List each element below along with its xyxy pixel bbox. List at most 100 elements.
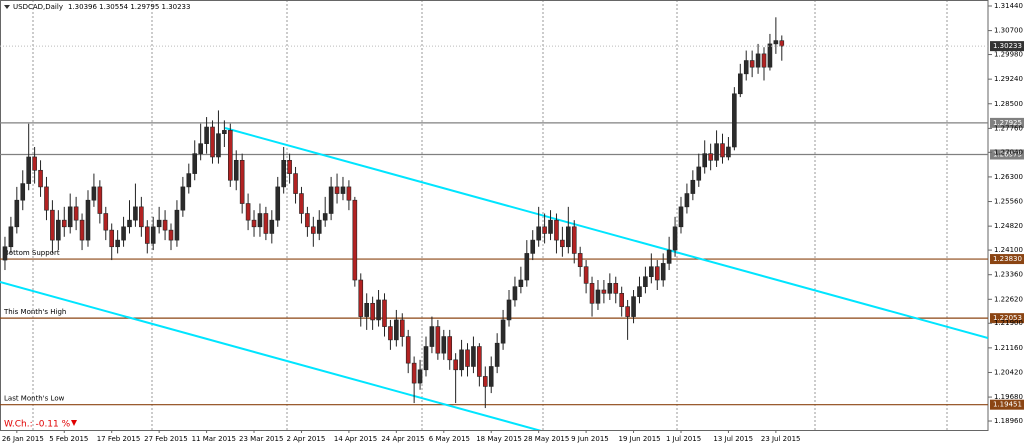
candle-body xyxy=(465,349,470,367)
x-tick-label: 13 Jul 2015 xyxy=(713,435,753,443)
candle-body xyxy=(204,126,209,144)
candle-body xyxy=(720,143,725,158)
candle-body xyxy=(73,206,79,221)
level-price-label: 1.19451 xyxy=(993,401,1022,409)
candle-body xyxy=(251,219,257,228)
candle-body xyxy=(358,279,364,317)
candle-body xyxy=(50,209,55,241)
candle-body xyxy=(133,206,138,221)
candle-body xyxy=(755,53,761,68)
x-tick-label: 1 Jul 2015 xyxy=(666,435,701,443)
candle-body xyxy=(672,226,678,251)
candle-body xyxy=(399,319,405,337)
candle-body xyxy=(577,253,583,268)
candle-body xyxy=(429,326,435,347)
candle-body xyxy=(625,306,630,317)
x-tick-label: 28 May 2015 xyxy=(524,435,570,443)
plot-frame xyxy=(0,0,989,431)
candle-body xyxy=(411,362,417,384)
level-price-box xyxy=(990,399,1024,410)
candle-body xyxy=(388,326,393,341)
candle-body xyxy=(447,336,453,361)
candle-body xyxy=(239,159,245,204)
candle-body xyxy=(121,226,126,241)
candle-body xyxy=(103,213,109,231)
candle-body xyxy=(779,40,785,47)
y-tick-label: 1.24820 xyxy=(994,222,1023,230)
candle-body xyxy=(222,130,227,134)
candle-body xyxy=(352,199,358,281)
x-tick-label: 9 Jun 2015 xyxy=(571,435,609,443)
x-tick-label: 24 Apr 2015 xyxy=(381,435,424,443)
candle-body xyxy=(91,186,97,201)
candle-body xyxy=(2,246,8,261)
channel-lines xyxy=(0,127,988,430)
candle-body xyxy=(613,283,619,294)
candle-body xyxy=(186,173,192,188)
level-price-box xyxy=(990,313,1024,324)
y-tick-label: 1.29980 xyxy=(994,51,1023,59)
y-tick-label: 1.31440 xyxy=(994,2,1023,10)
candle-body xyxy=(767,43,773,68)
x-tick-label: 27 Feb 2015 xyxy=(144,435,188,443)
candle-body xyxy=(654,266,660,281)
level-name: Bottom Support xyxy=(4,249,60,257)
x-tick-label: 5 Feb 2015 xyxy=(49,435,88,443)
candle-body xyxy=(423,346,429,371)
candle-body xyxy=(97,186,103,214)
candle-body xyxy=(477,346,482,377)
candle-body xyxy=(127,219,132,228)
candle-body xyxy=(649,266,654,277)
x-tick-label: 17 Feb 2015 xyxy=(97,435,141,443)
candle-body xyxy=(180,186,186,211)
menu-icon xyxy=(4,5,10,9)
ohlc-label: 1.30396 1.30554 1.29795 1.30233 xyxy=(68,3,190,11)
candle-body xyxy=(684,193,690,208)
candle-body xyxy=(536,226,541,241)
candle-body xyxy=(8,226,14,248)
candle-body xyxy=(210,126,215,158)
candle-body xyxy=(79,219,85,241)
level-name: Last Month's Low xyxy=(4,395,65,403)
candle-body xyxy=(61,219,67,228)
candle-body xyxy=(518,279,524,287)
candle-body xyxy=(714,143,719,161)
candle-body xyxy=(56,219,61,241)
candle-body xyxy=(542,226,547,234)
candle-body xyxy=(198,143,203,154)
y-tick-label: 1.23360 xyxy=(994,271,1023,279)
candle-body xyxy=(382,299,387,327)
x-tick-label: 11 Mar 2015 xyxy=(192,435,236,443)
levels: 1.27925 1.26975 1.23830 Bottom Support 1.220… xyxy=(0,117,1024,410)
candle-body xyxy=(560,239,565,248)
candle-body xyxy=(233,159,239,181)
candle-body xyxy=(144,226,150,244)
candle-body xyxy=(494,342,500,367)
candle-body xyxy=(726,146,731,158)
candle-body xyxy=(14,199,20,228)
candle-body xyxy=(743,60,749,75)
chart-title: USDCAD,Daily xyxy=(13,3,63,11)
y-tick-label: 1.19680 xyxy=(994,393,1023,401)
y-tick-label: 1.26300 xyxy=(994,173,1023,181)
candle-body xyxy=(583,266,589,284)
candle-body xyxy=(322,213,328,221)
candle-body xyxy=(660,263,666,281)
y-tick-label: 1.21900 xyxy=(994,319,1023,327)
y-tick-label: 1.27040 xyxy=(994,148,1023,156)
candle-body xyxy=(245,203,251,221)
candle-body xyxy=(666,249,672,264)
candle-body xyxy=(761,53,767,68)
candle-body xyxy=(435,326,441,354)
candle-body xyxy=(619,293,624,307)
x-tick-label: 23 Mar 2015 xyxy=(239,435,283,443)
x-tick-label: 26 Jan 2015 xyxy=(2,435,44,443)
candle-body xyxy=(305,213,310,228)
y-tick-label: 1.29240 xyxy=(994,75,1023,83)
y-tick-label: 1.22620 xyxy=(994,295,1023,303)
current-price-box xyxy=(990,41,1024,52)
x-tick-label: 14 Apr 2015 xyxy=(334,435,377,443)
y-tick-label: 1.18960 xyxy=(994,417,1023,425)
candle-body xyxy=(548,219,553,234)
y-tick-label: 1.30700 xyxy=(994,27,1023,35)
